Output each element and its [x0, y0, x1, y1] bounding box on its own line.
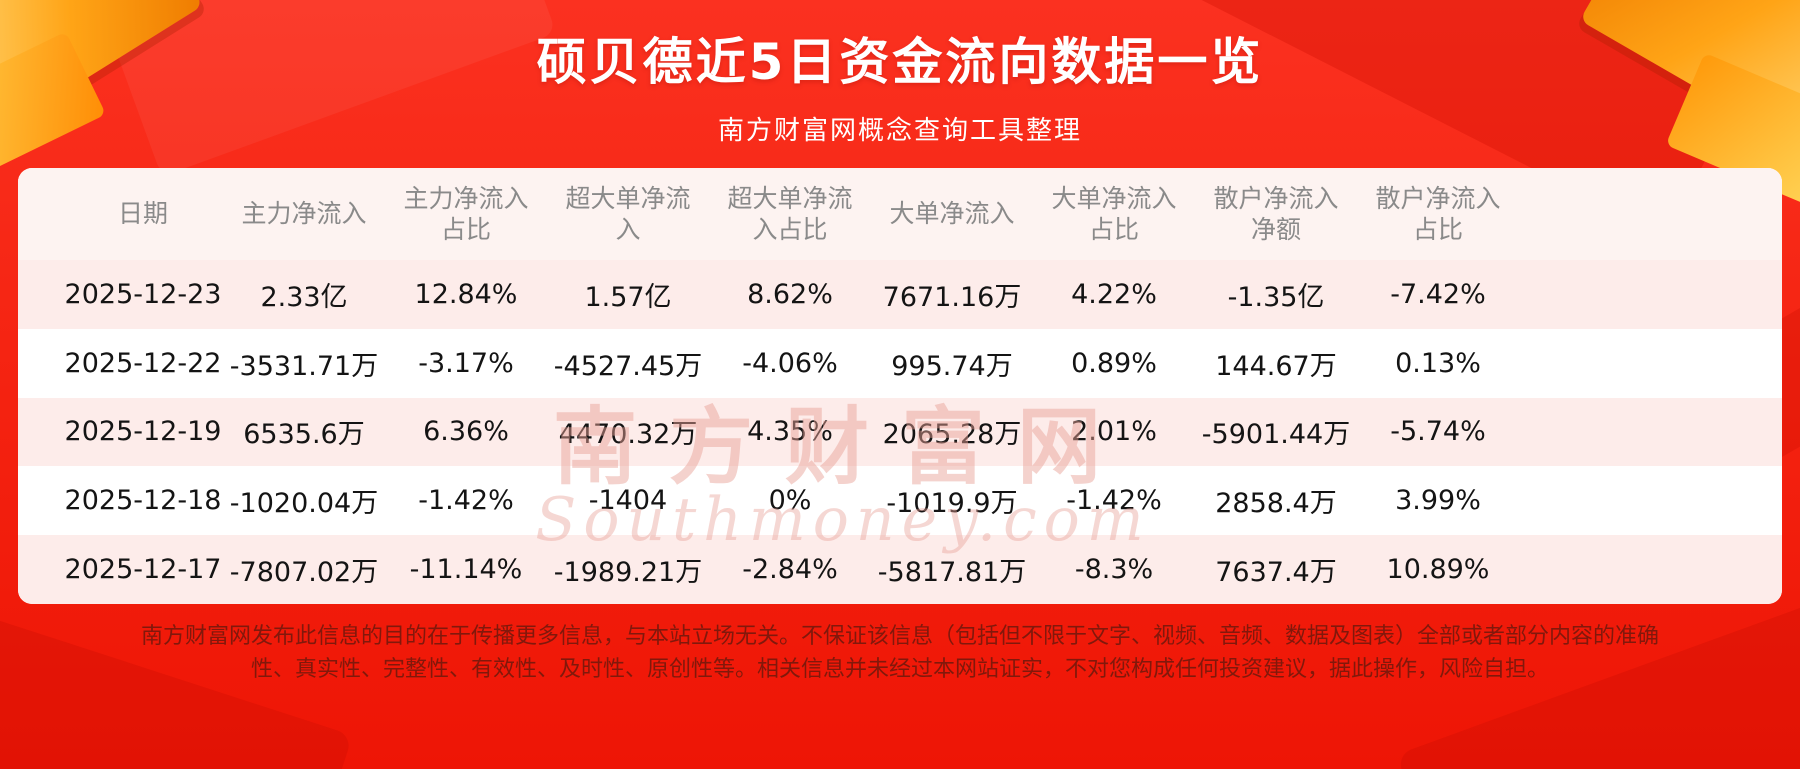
footer-disclaimer: 南方财富网发布此信息的目的在于传播更多信息，与本站立场无关。不保证该信息（包括但…	[140, 624, 1659, 682]
value-cell: -5.74%	[1390, 416, 1486, 448]
value-cell: 12.84%	[414, 278, 518, 310]
column-header: 超大单净流 入占比	[727, 183, 853, 244]
table-row: 2025-12-23 2.33亿 12.84% 1.57亿 8.62% 7671.16万 4…	[18, 260, 1782, 329]
value-cell: 6.36%	[423, 416, 509, 448]
value-cell: -1.42%	[418, 485, 514, 517]
page-subtitle: 南方财富网概念查询工具整理	[717, 116, 1082, 146]
date-cell: 2025-12-19	[64, 416, 222, 448]
column-header: 主力净流入 占比	[403, 183, 529, 244]
value-cell: -4.06%	[742, 347, 838, 379]
date-cell: 2025-12-18	[64, 485, 222, 517]
value-cell: 7671.16万	[882, 281, 1022, 313]
value-cell: 4.35%	[747, 416, 833, 448]
table-row: 2025-12-17 -7807.02万 -11.14% -1989.21万 -2.84…	[18, 535, 1782, 604]
table-row: 2025-12-22 -3531.71万 -3.17% -4527.45万 -4.06%…	[18, 328, 1782, 398]
value-cell: 0.13%	[1395, 347, 1481, 379]
value-cell: 2.01%	[1071, 416, 1157, 448]
table-row: 2025-12-18 -1020.04万 -1.42% -1404 0% -1019.9万…	[18, 466, 1782, 536]
value-cell: -1989.21万	[553, 557, 703, 589]
column-header: 大单净流入 占比	[1051, 183, 1177, 244]
value-cell: 6535.6万	[243, 419, 365, 451]
value-cell: -1.35亿	[1227, 281, 1325, 313]
value-cell: -7807.02万	[229, 557, 379, 589]
date-cell: 2025-12-23	[64, 278, 222, 310]
value-cell: 0.89%	[1071, 347, 1157, 379]
value-cell: -1404	[588, 485, 668, 517]
value-cell: -3.17%	[418, 347, 514, 379]
fund-flow-table: 日期 主力净流入 主力净流入 占比 超大单净流 入超大单净流 入占比 大单净流入 大单净流…	[18, 168, 1782, 604]
value-cell: -4527.45万	[553, 350, 703, 382]
value-cell: -1.42%	[1066, 485, 1162, 517]
column-header: 主力净流入	[241, 199, 367, 229]
value-cell: 4.22%	[1071, 278, 1157, 310]
table-body: 2025-12-23 2.33亿 12.84% 1.57亿 8.62% 7671.16万 4…	[18, 260, 1782, 604]
value-cell: -1019.9万	[886, 488, 1018, 520]
value-cell: 2858.4万	[1215, 488, 1337, 520]
value-cell: 4470.32万	[558, 419, 698, 451]
value-cell: -8.3%	[1074, 554, 1154, 586]
value-cell: 2065.28万	[882, 419, 1022, 451]
value-cell: 0%	[768, 485, 812, 517]
value-cell: -5817.81万	[877, 557, 1027, 589]
value-cell: -7.42%	[1390, 278, 1486, 310]
column-header: 日期	[117, 199, 168, 229]
column-header: 散户净流入 净额	[1213, 183, 1339, 244]
value-cell: -2.84%	[742, 554, 838, 586]
column-header: 散户净流入 占比	[1375, 183, 1501, 244]
value-cell: 144.67万	[1215, 350, 1337, 382]
column-header: 大单净流入	[889, 199, 1015, 229]
value-cell: -11.14%	[409, 554, 523, 586]
value-cell: 10.89%	[1386, 554, 1490, 586]
value-cell: -5901.44万	[1201, 419, 1351, 451]
value-cell: -3531.71万	[229, 350, 379, 382]
value-cell: 2.33亿	[260, 281, 348, 313]
column-header: 超大单净流 入	[565, 183, 691, 244]
value-cell: 3.99%	[1395, 485, 1481, 517]
table-row: 2025-12-19 6535.6万 6.36% 4470.32万 4.35% 2065.…	[18, 397, 1782, 467]
value-cell: 7637.4万	[1215, 557, 1337, 589]
value-cell: 995.74万	[891, 350, 1013, 382]
value-cell: 8.62%	[747, 278, 833, 310]
page-title: 硕贝德近5日资金流向数据一览	[536, 33, 1264, 91]
value-cell: -1020.04万	[229, 488, 379, 520]
table-header-row: 日期 主力净流入 主力净流入 占比 超大单净流 入超大单净流 入占比 大单净流入 大单净流…	[18, 168, 1782, 260]
date-cell: 2025-12-17	[64, 554, 222, 586]
date-cell: 2025-12-22	[64, 347, 222, 379]
value-cell: 1.57亿	[584, 281, 672, 313]
